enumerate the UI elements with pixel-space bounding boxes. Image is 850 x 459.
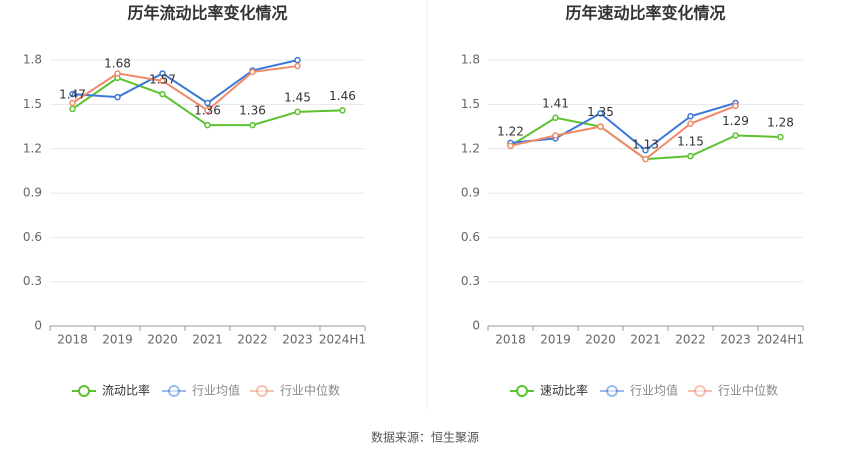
- y-tick-label: 1.8: [23, 53, 42, 67]
- point: [204, 99, 211, 107]
- point: [249, 68, 256, 76]
- legend-marker: [256, 385, 268, 397]
- data-label: 1.29: [722, 114, 749, 128]
- x-tick-label: 2024H1: [319, 333, 366, 347]
- legend-marker: [694, 385, 706, 397]
- data-label: 1.13: [632, 138, 659, 152]
- data-label: 1.57: [149, 73, 176, 87]
- point: [552, 132, 559, 139]
- legend-label: 流动比率: [102, 383, 150, 398]
- x-tick-label: 2019: [540, 333, 571, 347]
- point: [597, 123, 604, 130]
- x-tick-label: 2018: [57, 333, 88, 347]
- point: [687, 113, 694, 120]
- x-tick-label: 2022: [237, 333, 268, 347]
- x-tick-label: 2022: [675, 333, 706, 347]
- point: [777, 133, 784, 141]
- data-label: 1.36: [194, 104, 221, 118]
- legend-label: 行业均值: [630, 383, 678, 398]
- legend-marker: [168, 385, 180, 397]
- data-label: 1.15: [677, 135, 704, 149]
- point: [294, 56, 301, 64]
- point: [159, 70, 166, 77]
- point: [114, 70, 121, 77]
- point: [159, 77, 166, 85]
- point: [69, 90, 76, 98]
- y-tick-label: 0.3: [461, 274, 480, 288]
- point: [339, 107, 346, 114]
- series-line: [510, 105, 736, 161]
- point: [642, 155, 649, 163]
- x-tick-label: 2023: [282, 333, 313, 347]
- data-label: 1.35: [587, 105, 614, 119]
- data-label: 1.47: [59, 87, 86, 101]
- y-tick-label: 0.9: [461, 186, 480, 200]
- chart-title: 历年流动比率变化情况: [127, 4, 287, 23]
- point: [642, 146, 649, 154]
- x-tick-label: 2019: [102, 333, 133, 347]
- point: [552, 114, 559, 122]
- point: [687, 152, 694, 160]
- point: [159, 90, 166, 98]
- x-tick-label: 2024H1: [757, 333, 804, 347]
- x-tick-label: 2020: [585, 333, 616, 347]
- x-tick-label: 2021: [630, 333, 661, 347]
- point: [732, 132, 739, 139]
- series-line: [72, 59, 298, 105]
- chart-title: 历年速动比率变化情况: [565, 4, 725, 23]
- point: [732, 102, 739, 110]
- series-line: [510, 102, 736, 152]
- legend-label: 行业中位数: [718, 383, 778, 398]
- x-tick-label: 2020: [147, 333, 178, 347]
- y-tick-label: 0.9: [23, 186, 42, 200]
- y-tick-label: 1.5: [23, 97, 42, 111]
- x-tick-label: 2018: [495, 333, 526, 347]
- legend-marker: [606, 385, 618, 397]
- x-tick-label: 2021: [192, 333, 223, 347]
- data-label: 1.41: [542, 96, 569, 110]
- point: [687, 120, 694, 127]
- point: [69, 99, 76, 107]
- y-tick-label: 1.2: [23, 141, 42, 155]
- data-label: 1.46: [329, 89, 356, 103]
- y-tick-label: 1.5: [461, 97, 480, 111]
- data-label: 1.22: [497, 124, 524, 138]
- y-tick-label: 0.6: [461, 230, 480, 244]
- point: [204, 107, 211, 114]
- legend-label: 行业均值: [192, 383, 240, 398]
- point: [294, 62, 301, 70]
- data-label: 1.45: [284, 90, 311, 104]
- series-line: [71, 65, 298, 112]
- point: [249, 121, 256, 129]
- y-tick-label: 1.8: [461, 53, 480, 67]
- data-label: 1.36: [239, 104, 266, 118]
- point: [507, 142, 514, 150]
- legend-marker: [78, 385, 90, 397]
- y-tick-label: 1.2: [461, 141, 480, 155]
- y-tick-label: 0.6: [23, 230, 42, 244]
- point: [294, 108, 301, 116]
- point: [114, 93, 121, 101]
- point: [597, 110, 604, 117]
- source: 数据来源：恒生聚源: [371, 430, 479, 445]
- point: [69, 105, 76, 113]
- y-tick-label: 0: [472, 319, 480, 333]
- legend-label: 行业中位数: [280, 383, 340, 398]
- legend-marker: [516, 385, 528, 397]
- legend-label: 速动比率: [540, 383, 588, 398]
- data-label: 1.28: [767, 115, 794, 129]
- y-tick-label: 0.3: [23, 274, 42, 288]
- y-tick-label: 0: [34, 319, 42, 333]
- point: [204, 121, 211, 129]
- x-tick-label: 2023: [720, 333, 751, 347]
- data-label: 1.68: [104, 56, 131, 70]
